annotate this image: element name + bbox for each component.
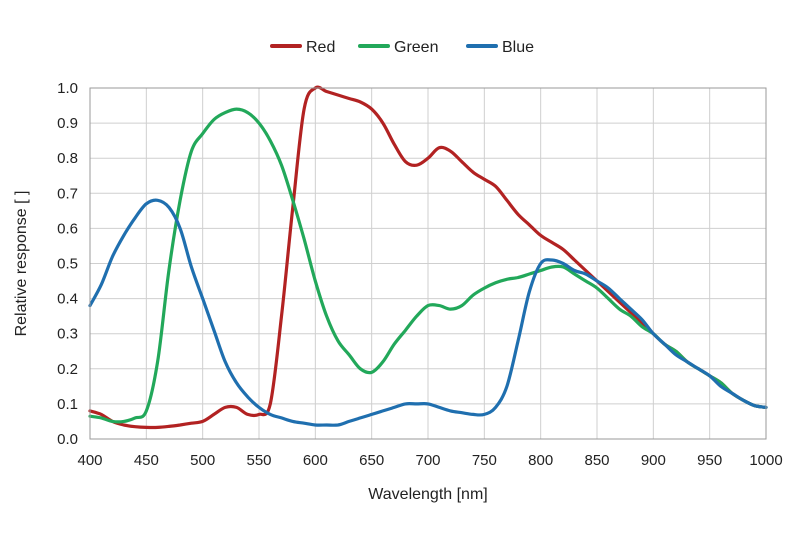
y-tick-label: 0.0 [57, 431, 78, 448]
y-tick-label: 1.0 [57, 80, 78, 97]
legend-label: Blue [502, 39, 534, 56]
y-tick-label: 0.2 [57, 361, 78, 378]
y-tick-label: 0.8 [57, 150, 78, 167]
y-tick-label: 0.5 [57, 256, 78, 273]
x-tick-label: 950 [697, 452, 722, 469]
legend-label: Green [394, 39, 438, 56]
y-tick-label: 0.1 [57, 396, 78, 413]
x-tick-label: 700 [415, 452, 440, 469]
y-axis-title: Relative response [ ] [13, 191, 30, 337]
series-line-blue [88, 198, 768, 427]
x-axis-ticks: 400 450 500 550 600 650 700 750 800 850 900 950 1000 [77, 452, 782, 469]
x-tick-label: 750 [472, 452, 497, 469]
y-tick-label: 0.4 [57, 291, 78, 308]
legend-item-blue: Blue [466, 39, 534, 56]
y-tick-label: 0.7 [57, 185, 78, 202]
x-tick-label: 800 [528, 452, 553, 469]
x-tick-label: 850 [584, 452, 609, 469]
y-tick-label: 0.3 [57, 326, 78, 343]
x-tick-label: 650 [359, 452, 384, 469]
x-tick-label: 900 [641, 452, 666, 469]
y-tick-label: 0.6 [57, 220, 78, 237]
x-tick-label: 1000 [749, 452, 782, 469]
legend: Red Green Blue [270, 39, 534, 56]
legend-label: Red [306, 39, 335, 56]
series-layer [88, 85, 768, 430]
x-tick-label: 400 [77, 452, 102, 469]
x-tick-label: 450 [134, 452, 159, 469]
x-tick-label: 550 [246, 452, 271, 469]
x-tick-label: 600 [303, 452, 328, 469]
plot-frame [89, 87, 767, 440]
legend-item-red: Red [270, 39, 335, 56]
x-axis-title: Wavelength [nm] [368, 486, 487, 503]
y-axis-ticks: 0.0 0.1 0.2 0.3 0.4 0.5 0.6 0.7 0.8 0.9 1.0 [57, 80, 78, 448]
y-tick-label: 0.9 [57, 115, 78, 132]
x-tick-label: 500 [190, 452, 215, 469]
legend-item-green: Green [358, 39, 438, 56]
